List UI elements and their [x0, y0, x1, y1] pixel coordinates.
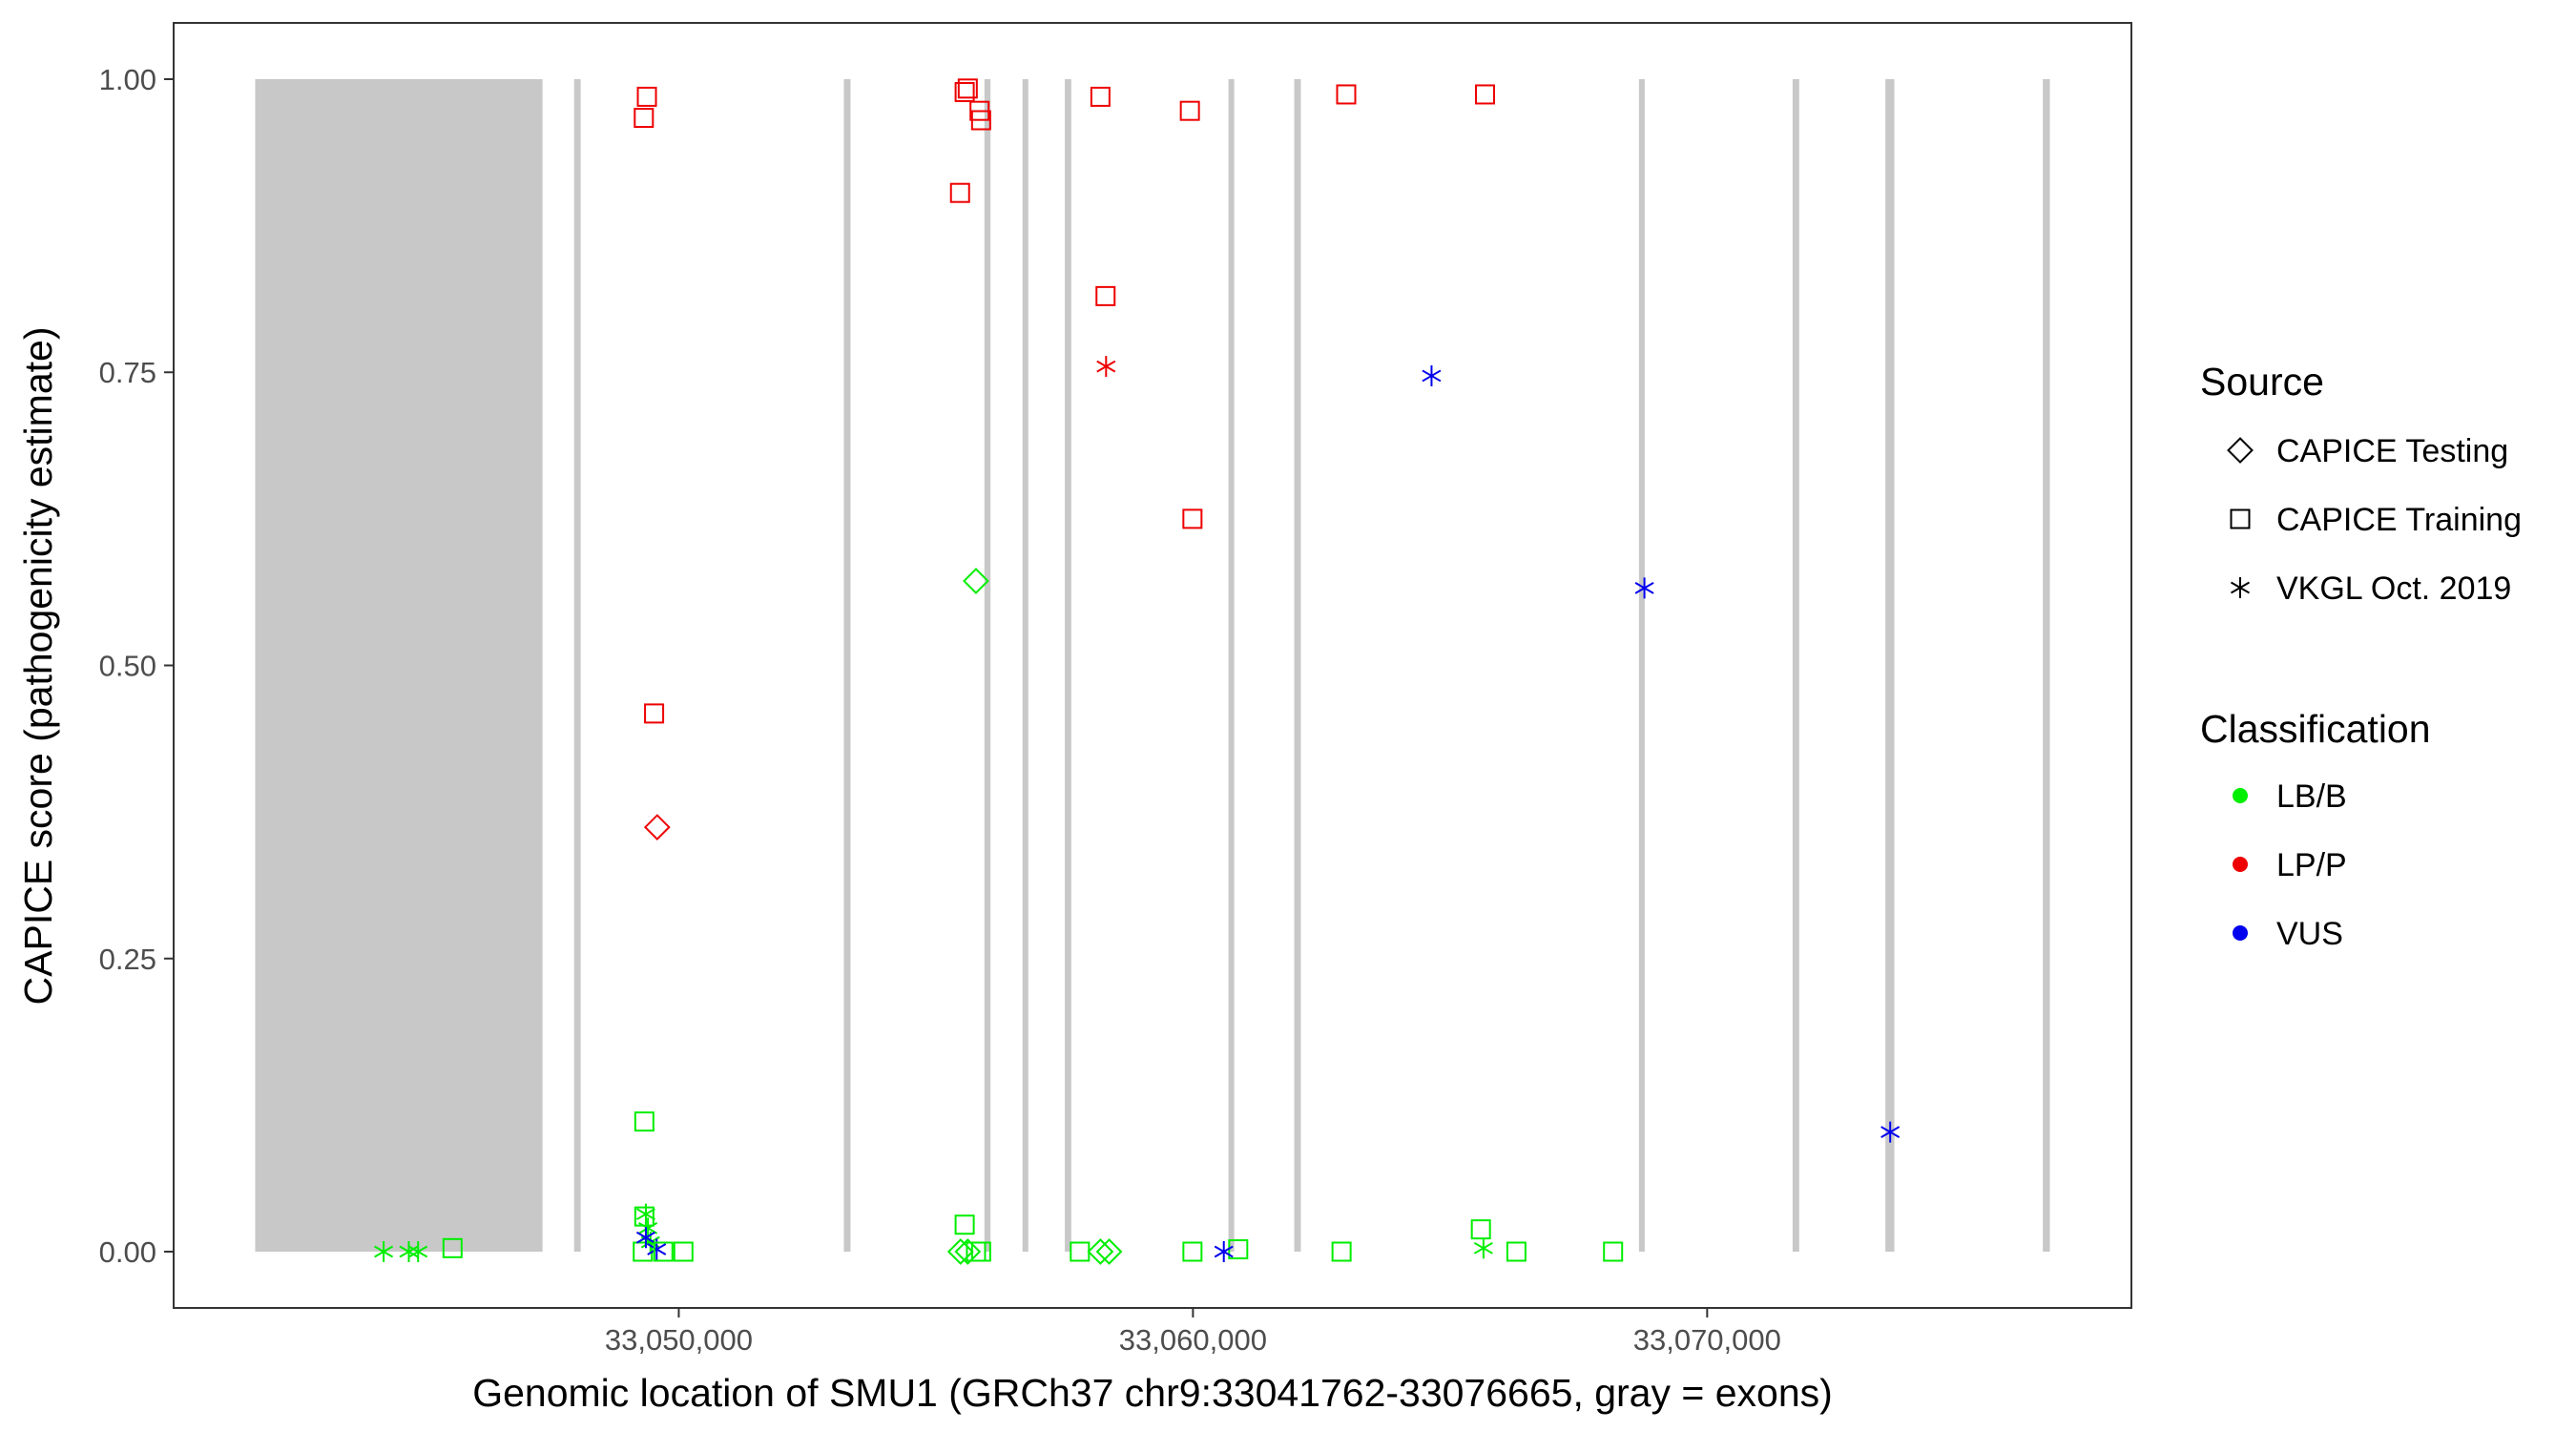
y-tick-label: 1.00 [99, 63, 156, 96]
legend-label: VKGL Oct. 2019 [2276, 570, 2511, 607]
exon-band [1228, 78, 1235, 1253]
exon-bands [255, 78, 2050, 1253]
exon-band [2043, 78, 2050, 1253]
legend: Source Classification CAPICE Testing CAPI… [2200, 360, 2522, 952]
data-point [1087, 1238, 1114, 1265]
legend-class-title: Classification [2200, 707, 2431, 751]
data-point [1603, 1241, 1624, 1262]
y-tick-label: 0.00 [99, 1235, 156, 1269]
data-point [1182, 1241, 1203, 1262]
data-point [1475, 84, 1496, 105]
data-point [653, 1241, 674, 1262]
legend-source-title: Source [2200, 360, 2324, 404]
data-points [374, 78, 1901, 1265]
data-point [399, 1241, 419, 1263]
legend-key-square [2230, 508, 2251, 529]
exon-band [1065, 78, 1071, 1253]
data-point [442, 1237, 463, 1258]
data-point [1422, 364, 1442, 386]
data-point [1090, 86, 1111, 107]
exon-band [573, 78, 581, 1253]
legend-label: LB/B [2276, 778, 2347, 815]
exon-band [984, 78, 991, 1253]
data-point [634, 1111, 654, 1132]
data-point [954, 1238, 982, 1265]
data-point [1470, 1219, 1491, 1240]
data-point [634, 108, 654, 129]
data-point [636, 86, 657, 107]
data-point [644, 703, 665, 724]
exon-band [1022, 78, 1028, 1253]
exon-band [1792, 78, 1799, 1253]
data-point [1336, 84, 1357, 105]
data-point [374, 1241, 394, 1263]
data-point [949, 182, 970, 203]
data-point [1214, 1241, 1234, 1263]
legend-label: CAPICE Training [2276, 502, 2522, 538]
data-point [954, 1214, 975, 1235]
data-point [408, 1241, 428, 1263]
data-point [635, 1227, 655, 1249]
x-axis-title: Genomic location of SMU1 (GRCh37 chr9:33… [472, 1371, 1833, 1415]
legend-label: VUS [2276, 916, 2343, 952]
legend-key-dot [2233, 857, 2248, 872]
data-point [673, 1241, 694, 1262]
y-tick-label: 0.50 [99, 650, 156, 683]
x-tick-label: 33,060,000 [1119, 1323, 1267, 1357]
data-point [1331, 1241, 1352, 1262]
x-tick-label: 33,070,000 [1633, 1323, 1781, 1357]
exon-band [843, 78, 851, 1253]
legend-key-dot [2233, 788, 2248, 803]
data-point [954, 82, 975, 103]
exon-band [1638, 78, 1645, 1253]
exon-band [1885, 78, 1895, 1253]
legend-key-asterisk [2230, 577, 2251, 598]
x-tick-label: 33,050,000 [605, 1323, 753, 1357]
data-point [1880, 1121, 1901, 1143]
data-point [970, 1241, 991, 1262]
y-axis: 0.00 0.25 0.50 0.75 1.00 [99, 63, 174, 1269]
data-point [1473, 1237, 1493, 1259]
legend-label: LP/P [2276, 847, 2347, 883]
data-point [638, 1217, 658, 1239]
data-point [963, 568, 989, 594]
y-tick-label: 0.75 [99, 356, 156, 389]
exon-band [255, 78, 543, 1253]
y-axis-title: CAPICE score (pathogenicity estimate) [16, 327, 60, 1006]
data-point [946, 1238, 974, 1265]
exon-band [1294, 78, 1301, 1253]
data-point [957, 78, 978, 99]
data-point [1096, 356, 1116, 378]
data-point [1095, 1238, 1123, 1265]
x-axis: 33,050,000 33,060,000 33,070,000 [605, 1308, 1781, 1357]
y-tick-label: 0.25 [99, 943, 156, 976]
legend-label: CAPICE Testing [2276, 433, 2508, 469]
legend-key-diamond [2227, 437, 2254, 464]
legend-key-dot [2233, 925, 2248, 941]
data-point [1095, 285, 1116, 306]
data-point [643, 814, 671, 841]
data-point [970, 110, 991, 131]
data-point [1634, 577, 1654, 599]
data-point [1182, 508, 1203, 529]
data-point [1179, 100, 1200, 121]
data-point [635, 1203, 655, 1225]
data-point [1506, 1241, 1527, 1262]
